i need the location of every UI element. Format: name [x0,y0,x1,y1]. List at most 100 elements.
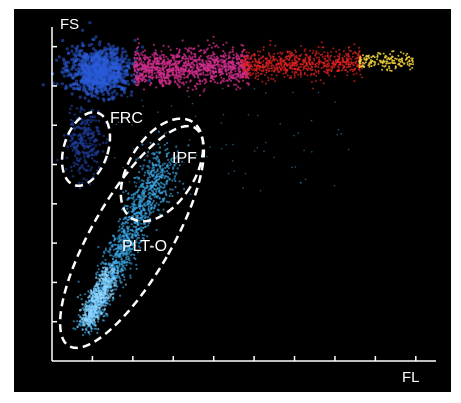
scatter-point [154,68,157,72]
scatter-point [137,81,140,84]
scatter-point [108,251,111,254]
scatter-point [94,90,98,94]
scatter-point [90,115,94,119]
scatter-point [181,160,184,163]
scatter-point [175,162,178,165]
scatter-point [134,176,137,179]
scatter-point [125,205,128,208]
scatter-point [224,54,228,57]
scatter-point [209,56,213,60]
scatter-point [152,168,156,171]
scatter-point [137,52,140,55]
scatter-point [385,55,388,58]
scatter-point [345,66,348,69]
scatter-point [368,65,371,68]
scatter-point [122,286,125,289]
scatter-point [361,61,364,64]
scatter-point [147,208,150,211]
scatter-point [307,56,310,59]
scatter-point [84,331,87,334]
scatter-point [155,68,159,71]
scatter-point [89,79,93,83]
scatter-point [100,311,103,314]
scatter-point [276,63,279,66]
scatter-point [102,74,106,78]
scatter-point [136,78,139,82]
scatter-point [133,38,137,42]
scatter-point [274,44,277,47]
scatter-point [254,69,257,71]
scatter-point [75,107,79,110]
scatter-point [104,284,107,287]
scatter-point [140,179,143,182]
scatter-point [95,283,98,286]
scatter-point [102,294,105,297]
scatter-point [155,86,158,89]
scatter-point [91,157,94,160]
scatter-point [142,88,146,91]
scatter-point [72,164,76,168]
scatter-point [153,57,156,60]
scatter-point [198,94,202,97]
scatter-point [100,64,104,68]
scatter-point [80,79,84,83]
scatter-point [158,59,161,62]
scatter-point [109,280,112,283]
scatter-point [77,58,81,62]
scatter-point [237,85,240,89]
scatter-point [293,67,296,70]
scatter-point [173,163,176,166]
scatter-point [83,147,86,150]
scatter-point [231,76,234,79]
scatter-point [164,175,167,178]
scatter-point [334,60,337,62]
scatter-point [124,252,127,255]
scatter-point [327,72,329,74]
scatter-point [319,79,322,82]
scatter-point [84,328,87,331]
scatter-point [262,69,265,71]
scatter-point [163,170,166,173]
scatter-point [171,57,174,60]
scatter-point [71,149,75,152]
scatter-point [131,228,134,232]
scatter-point [111,293,114,296]
scatter-point [137,188,140,191]
scatter-point [266,67,269,70]
scatter-point [219,82,222,85]
scatter-point [96,283,100,286]
scatter-point [212,67,215,70]
scatter-point [103,275,106,278]
scatter-point [117,240,121,243]
scatter-point [93,94,97,98]
scatter-point [157,178,160,181]
scatter-point [170,157,173,160]
scatter-point [176,191,179,194]
scatter-point [120,53,124,58]
scatter-point [390,69,393,72]
scatter-point [272,78,275,81]
scatter-point [82,44,86,48]
scatter-point [195,82,198,85]
scatter-point [136,211,139,214]
scatter-point [69,165,73,169]
scatter-point [99,278,102,281]
scatter-point [77,87,81,91]
scatter-point [83,151,87,155]
scatter-point [342,66,345,68]
scatter-point [158,69,161,72]
scatter-point [157,62,160,65]
scatter-point [155,180,158,183]
scatter-point [104,77,108,81]
scatter-point [79,71,83,75]
scatter-point [218,63,221,67]
scatter-point [95,54,100,58]
scatter-point [225,58,228,61]
scatter-point [83,161,87,164]
scatter-point [135,238,138,241]
scatter-point [102,98,106,102]
scatter-point [235,83,238,86]
scatter-point [202,90,205,93]
scatter-point [195,87,198,90]
scatter-point [180,68,183,71]
